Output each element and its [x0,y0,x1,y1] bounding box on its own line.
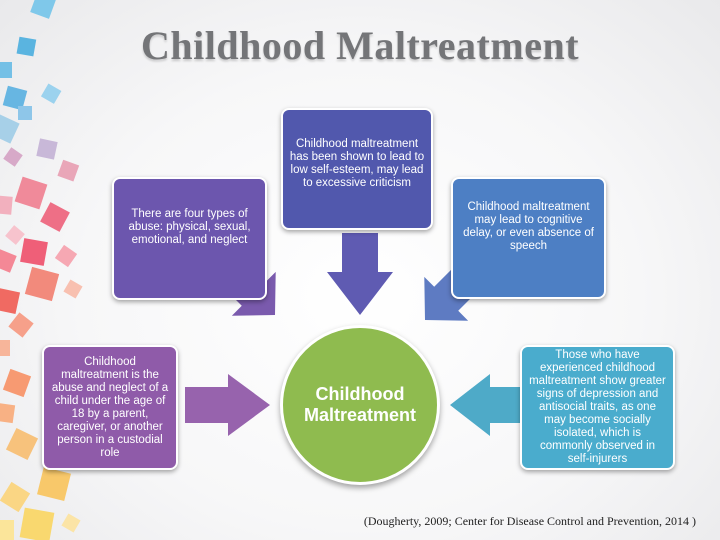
info-box-self-esteem: Childhood maltreatment has been shown to… [281,108,433,230]
citation: (Dougherty, 2009; Center for Disease Con… [363,514,696,528]
arrow-right [450,374,520,436]
arrow-top [327,233,393,315]
slide-title: Childhood Maltreatment [140,23,580,68]
center-label: Childhood Maltreatment [303,384,417,425]
info-box-types-of-abuse: There are four types of abuse: physical,… [112,177,267,300]
arrow-left [185,374,270,436]
info-box-definition: Childhood maltreatment is the abuse and … [42,345,178,470]
info-box-cognitive-delay: Childhood maltreatment may lead to cogni… [451,177,606,299]
info-box-depression: Those who have experienced childhood mal… [520,345,675,470]
center-node: Childhood Maltreatment [280,325,440,485]
